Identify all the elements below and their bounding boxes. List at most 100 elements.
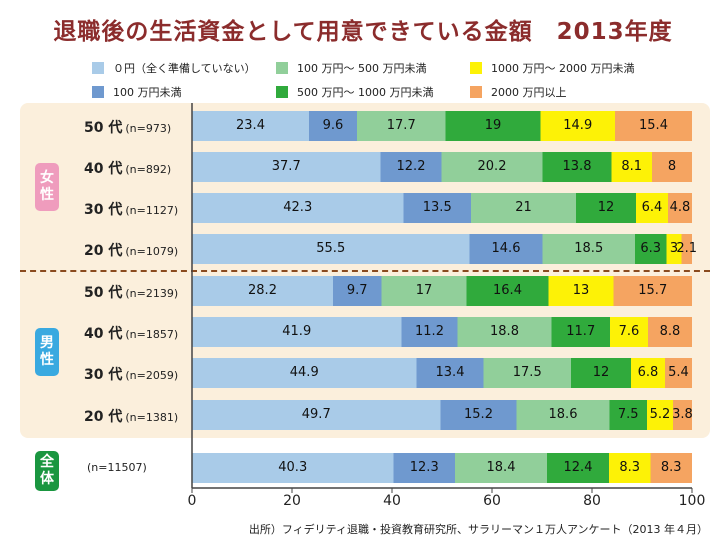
data-label: 7.5 xyxy=(617,407,639,422)
data-label: 18.8 xyxy=(490,324,519,339)
legend-swatch xyxy=(92,62,104,74)
legend-label: 2000 万円以上 xyxy=(491,86,567,99)
data-label: 12.2 xyxy=(396,159,426,174)
data-label: 13 xyxy=(572,283,590,298)
bar-segment xyxy=(192,317,402,347)
bar-segment xyxy=(455,453,547,483)
data-label: 7.6 xyxy=(618,324,640,339)
data-label: 18.5 xyxy=(574,241,604,256)
row-label: 40 代 (n=892) xyxy=(84,158,171,178)
bar-segment xyxy=(576,193,636,223)
row-label: 40 代 (n=1857) xyxy=(84,323,178,343)
data-label: 40.3 xyxy=(278,460,308,475)
bar-segment xyxy=(192,234,470,264)
legend-label: 100 万円～ 500 万円未満 xyxy=(297,62,427,75)
row-age: 20 代 xyxy=(84,409,123,425)
bar-segment xyxy=(192,152,381,182)
data-label: 9.7 xyxy=(346,283,368,298)
bar-segment xyxy=(401,317,458,347)
bar-segment xyxy=(636,193,668,223)
group-badge-char: 女 xyxy=(40,170,54,186)
data-label: 19 xyxy=(484,118,502,133)
data-label: 2.1 xyxy=(676,241,698,256)
bar-segment xyxy=(681,234,692,264)
bar-segment xyxy=(393,453,455,483)
bar-segment xyxy=(416,358,484,388)
bar-segment xyxy=(445,111,541,141)
bar-segment xyxy=(457,317,552,347)
bar-segment xyxy=(571,358,631,388)
data-label: 5.2 xyxy=(649,407,671,422)
group-badge-char: 性 xyxy=(40,352,54,368)
legend-item: 100 万円未満 xyxy=(92,84,182,100)
bar-segment xyxy=(380,152,442,182)
row-age: 30 代 xyxy=(84,367,123,383)
bar-segment xyxy=(516,400,610,430)
data-label: 17.5 xyxy=(512,365,542,380)
row-age: 30 代 xyxy=(84,202,123,218)
data-label: 20.2 xyxy=(477,159,507,174)
legend-swatch xyxy=(470,62,482,74)
bar-segment xyxy=(440,400,517,430)
data-label: 15.4 xyxy=(639,118,668,133)
data-label: 12.4 xyxy=(563,460,593,475)
data-label: 13.5 xyxy=(422,200,452,215)
group-badge-char: 男 xyxy=(40,335,54,351)
bar-segment xyxy=(471,193,576,223)
data-label: 12.3 xyxy=(409,460,439,475)
row-sample-size: (n=892) xyxy=(125,163,172,176)
data-label: 41.9 xyxy=(282,324,312,339)
row-sample-size: (n=1857) xyxy=(125,328,179,341)
data-label: 3.8 xyxy=(672,407,693,422)
data-label: 9.6 xyxy=(322,118,344,133)
row-label: 30 代 (n=1127) xyxy=(84,199,178,219)
data-label: 42.3 xyxy=(283,200,313,215)
data-label: 8.3 xyxy=(660,460,682,475)
row-sample-size: (n=1079) xyxy=(125,245,179,258)
bar-segment xyxy=(647,400,673,430)
data-label: 16.4 xyxy=(493,283,522,298)
bar-segment xyxy=(547,453,609,483)
bar-segment xyxy=(192,276,333,306)
data-label: 14.6 xyxy=(491,241,521,256)
group-badge: 男性 xyxy=(35,328,59,376)
legend-item: ０円（全く準備していない） xyxy=(92,60,256,76)
legend-item: 100 万円～ 500 万円未満 xyxy=(276,60,426,76)
data-label: 3 xyxy=(669,241,679,256)
group-divider xyxy=(20,270,710,272)
x-tick-label: 40 xyxy=(383,493,401,509)
bar-segment xyxy=(192,193,404,223)
bar-segment xyxy=(192,453,394,483)
row-label: 20 代 (n=1079) xyxy=(84,240,178,260)
data-label: 12 xyxy=(597,200,615,215)
data-label: 4.8 xyxy=(669,200,691,215)
legend-swatch xyxy=(92,86,104,98)
group-badge-char: 性 xyxy=(40,187,54,203)
data-label: 11.7 xyxy=(566,324,596,339)
legend-label: 1000 万円～ 2000 万円未満 xyxy=(491,62,635,75)
bar-segment xyxy=(309,111,357,141)
data-label: 18.4 xyxy=(486,460,516,475)
bar-segment xyxy=(469,234,543,264)
row-age: 50 代 xyxy=(84,285,123,301)
row-sample-size: (n=2139) xyxy=(125,287,179,300)
bar-segment xyxy=(648,317,692,347)
group-badge-char: 体 xyxy=(40,471,54,487)
legend-label: 100 万円未満 xyxy=(113,86,182,99)
row-age: 40 代 xyxy=(84,161,123,177)
legend-swatch xyxy=(276,62,288,74)
data-label: 5.4 xyxy=(668,365,689,380)
legend-item: 1000 万円～ 2000 万円未満 xyxy=(470,60,634,76)
row-label: 50 代 (n=2139) xyxy=(84,282,178,302)
data-label: 28.2 xyxy=(248,283,277,298)
data-label: 8 xyxy=(667,159,677,174)
bar-segment xyxy=(542,234,635,264)
x-tick-label: 0 xyxy=(187,493,197,509)
bar-segment xyxy=(548,276,614,306)
bar-segment xyxy=(610,317,648,347)
row-label: 30 代 (n=2059) xyxy=(84,364,178,384)
legend-swatch xyxy=(470,86,482,98)
row-label: 50 代 (n=973) xyxy=(84,117,171,137)
bar-segment xyxy=(441,152,543,182)
bar-segment xyxy=(668,193,692,223)
